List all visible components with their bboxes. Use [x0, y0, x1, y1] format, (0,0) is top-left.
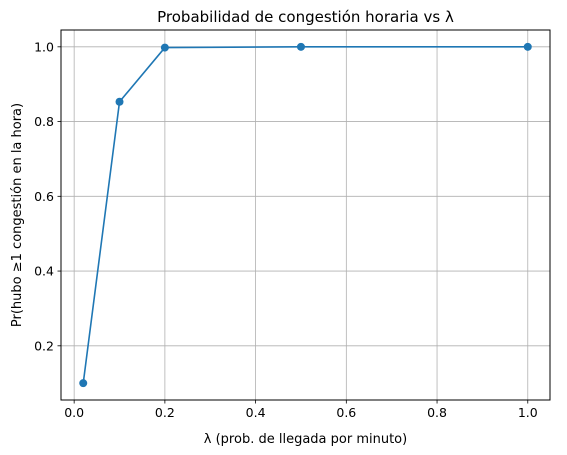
data-point [79, 379, 88, 388]
x-tick-label: 0.8 [427, 405, 447, 420]
data-point [160, 43, 169, 52]
y-tick-label: 0.4 [34, 264, 54, 279]
x-tick-label: 0.6 [336, 405, 356, 420]
y-tick-label: 0.2 [34, 338, 54, 353]
data-point [296, 42, 305, 51]
grid [61, 30, 550, 400]
series-layer [79, 42, 532, 388]
data-point [523, 42, 532, 51]
x-tick-label: 0.2 [155, 405, 175, 420]
y-tick-label: 1.0 [34, 39, 54, 54]
x-axis-label: λ (prob. de llegada por minuto) [204, 432, 407, 447]
x-tick-label: 1.0 [518, 405, 538, 420]
data-point [115, 97, 124, 106]
chart-title: Probabilidad de congestión horaria vs λ [157, 8, 454, 26]
plot-background [61, 30, 550, 400]
x-tick-label: 0.0 [64, 405, 84, 420]
y-axis-label: Pr(hubo ≥1 congestión en la hora) [10, 103, 25, 327]
y-tick-label: 0.6 [34, 189, 54, 204]
x-tick-label: 0.4 [246, 405, 266, 420]
y-axis: 0.2 0.4 0.6 0.8 1.0 [34, 39, 61, 353]
y-tick-label: 0.8 [34, 114, 54, 129]
x-axis: 0.0 0.2 0.4 0.6 0.8 1.0 [64, 400, 538, 420]
plot-frame [60, 29, 551, 401]
